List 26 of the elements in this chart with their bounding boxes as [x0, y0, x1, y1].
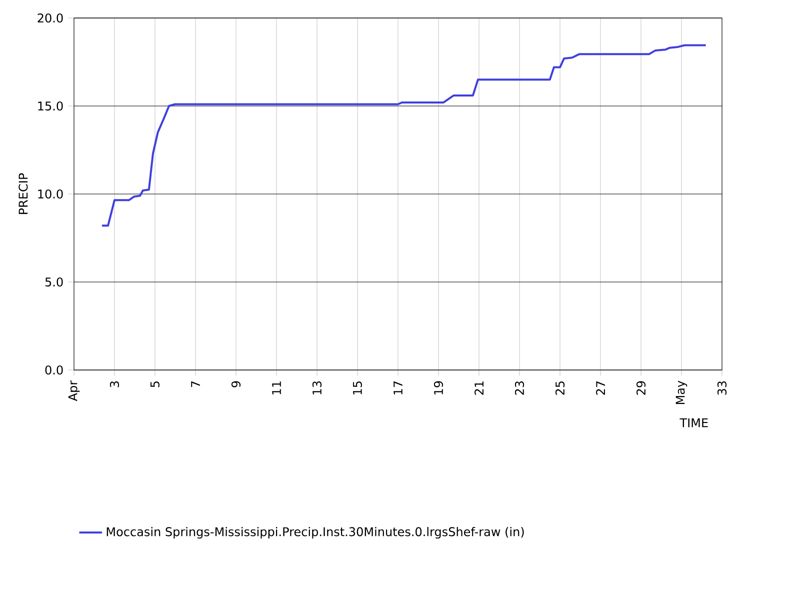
y-tick-label: 20.0 — [38, 13, 63, 23]
y-tick-label: 5.0 — [45, 277, 63, 287]
y-axis-title: PRECIP — [18, 173, 28, 214]
x-tick-label: 27 — [596, 381, 605, 395]
x-axis-title: TIME — [680, 418, 708, 428]
x-tick-label: 23 — [514, 381, 524, 395]
x-tick-label: May — [676, 380, 688, 404]
x-tick-label: Apr — [68, 380, 80, 402]
y-tick-label: 0.0 — [45, 365, 63, 375]
x-tick-label: 25 — [555, 381, 565, 395]
x-tick-label: 11 — [272, 382, 281, 394]
x-tick-label: 9 — [231, 381, 241, 388]
x-tick-label: 17 — [394, 381, 402, 394]
x-tick-label: 13 — [312, 381, 322, 394]
x-tick-label: 19 — [434, 381, 444, 394]
y-tick-label: 15.0 — [38, 101, 63, 111]
x-tick-label: 5 — [150, 381, 160, 388]
x-tick-label: 33 — [717, 381, 727, 395]
y-tick-label: 10.0 — [38, 189, 63, 199]
x-tick-label: 29 — [636, 381, 646, 395]
x-tick-label: 21 — [474, 382, 484, 395]
legend-label: Moccasin Springs-Mississippi.Precip.Inst.30Minutes.0.lrgsShef-raw (in) — [106, 526, 524, 539]
line-series — [100, 44, 707, 227]
x-tick-label: 15 — [353, 381, 362, 394]
x-tick-label: 3 — [110, 381, 120, 388]
x-tick-label: 7 — [191, 381, 200, 388]
